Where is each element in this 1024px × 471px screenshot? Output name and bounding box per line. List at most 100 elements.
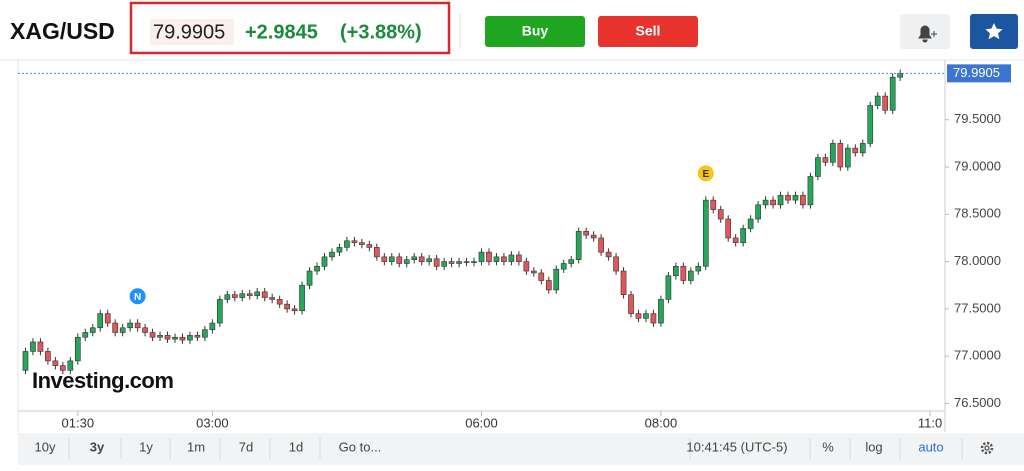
candle-body (785, 195, 791, 201)
candle-body (680, 266, 687, 281)
candle-body (568, 259, 575, 264)
candle-body (37, 341, 44, 352)
last-price-tag (947, 64, 1011, 83)
range-button[interactable]: 10y (35, 439, 56, 454)
toolbar (18, 433, 1024, 465)
candle-body (82, 332, 89, 338)
candle-body (575, 231, 582, 260)
candle-body (516, 254, 522, 262)
buy-button[interactable] (485, 16, 585, 47)
candle-body (329, 251, 335, 258)
candle-body (321, 256, 328, 267)
candle-body (373, 247, 380, 258)
candle-body (67, 360, 74, 371)
candle-body (179, 336, 186, 341)
event-label[interactable]: E (702, 169, 709, 180)
price-highlight-box (129, 1, 451, 55)
candle-body (344, 240, 350, 248)
candle-body (164, 335, 171, 340)
candle-body (149, 332, 156, 338)
candle-body (478, 251, 485, 262)
candle-body (89, 327, 96, 333)
candle-body (119, 327, 126, 333)
candle-body (411, 256, 418, 260)
x-tick-label: 03:00 (196, 415, 229, 430)
candle-body (231, 294, 238, 298)
watchlist-button[interactable] (970, 14, 1018, 49)
candle-body (276, 299, 283, 305)
candle-body (202, 329, 208, 338)
range-button[interactable]: 7d (239, 439, 253, 454)
candle-body (673, 266, 679, 277)
range-button[interactable]: 1m (187, 439, 205, 454)
alert-button[interactable] (900, 14, 950, 49)
range-button[interactable]: 1y (139, 439, 153, 454)
symbol: XAG/USD (10, 18, 115, 44)
candle-body (628, 294, 634, 314)
log-toggle[interactable]: log (865, 439, 882, 454)
candle-body (747, 218, 754, 229)
auto-toggle[interactable]: auto (918, 439, 943, 454)
candle-body (523, 261, 530, 272)
sell-button[interactable] (598, 16, 698, 47)
candle-body (590, 234, 597, 239)
candle-body (60, 365, 66, 371)
candle-body (807, 176, 814, 206)
candle-body (844, 147, 851, 168)
candle-body (448, 261, 455, 264)
plot-area: 76.5000 77.0000 77.5000 78.0000 78.5000 79.00… (18, 64, 1011, 430)
candle-body (463, 261, 470, 263)
candle-body (224, 294, 231, 300)
candle-body (441, 261, 447, 267)
bell-icon[interactable] (918, 25, 937, 43)
candle-body (725, 218, 732, 239)
star-icon[interactable] (985, 23, 1003, 40)
candle-body (493, 256, 500, 262)
goto-button[interactable]: Go to... (339, 439, 382, 454)
candle-body (209, 322, 216, 330)
percent-toggle[interactable]: % (822, 439, 834, 454)
buy-label[interactable]: Buy (522, 23, 549, 39)
candle-body (359, 242, 365, 245)
candle-body (381, 256, 388, 262)
candle-body (710, 199, 717, 210)
candle-body (545, 280, 552, 291)
candle-body (194, 335, 201, 338)
y-tick-label: 77.0000 (954, 348, 1001, 363)
watermark: Investing.com (32, 368, 173, 393)
candle-body (157, 335, 163, 338)
candle-body (351, 240, 358, 243)
candle-body (530, 270, 537, 274)
candle-body (560, 263, 567, 270)
candle-body (486, 251, 492, 262)
candle-body (291, 308, 298, 312)
y-tick-label: 76.5000 (954, 395, 1001, 410)
x-tick-label: 01:30 (62, 415, 95, 430)
candle-body (217, 299, 223, 324)
sell-label[interactable]: Sell (636, 23, 661, 39)
settings-button[interactable] (980, 441, 994, 455)
price-background (150, 19, 234, 45)
candle-body (104, 313, 111, 324)
candle-body (762, 199, 769, 206)
candle-body (142, 327, 148, 333)
candle-body (269, 297, 276, 300)
last-price-label: 79.9905 (953, 65, 1000, 80)
candle-body (815, 157, 821, 177)
range-button[interactable]: 3y (90, 439, 105, 454)
event-label[interactable]: N (134, 292, 141, 303)
candle-body (583, 231, 590, 236)
x-tick-label: 06:00 (465, 415, 498, 430)
event-marker[interactable] (129, 288, 146, 305)
candle-body (658, 299, 664, 324)
gear-hub[interactable] (984, 445, 990, 451)
candle-body (687, 270, 694, 281)
toolbar-items: 10y 3y 1y 1m 7d 1d (35, 438, 963, 459)
candle-body (859, 143, 866, 154)
candle-body (299, 284, 305, 312)
range-button[interactable]: 1d (289, 439, 303, 454)
event-marker[interactable] (697, 165, 714, 182)
candle-body (538, 272, 545, 281)
gear-teeth[interactable] (980, 441, 994, 455)
